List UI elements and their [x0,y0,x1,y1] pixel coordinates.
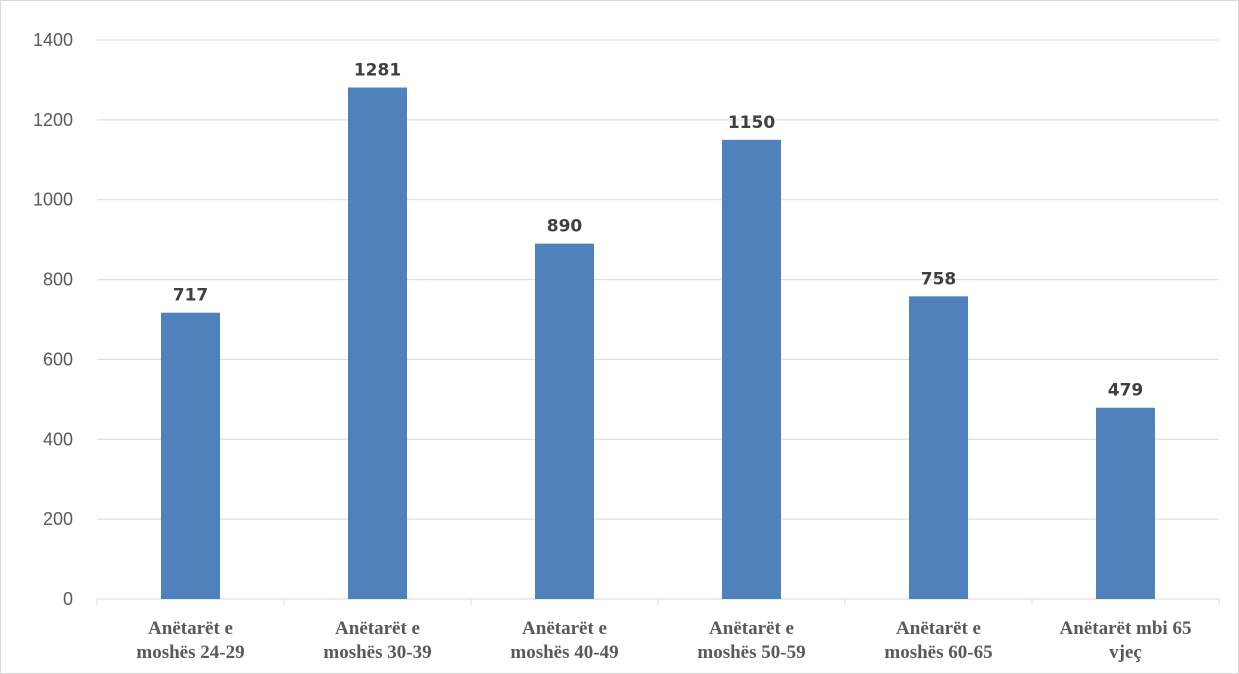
category-label: Anëtarët e [335,618,420,639]
y-tick-label: 1200 [33,110,73,130]
y-tick-label: 1000 [33,190,73,210]
data-label: 479 [1108,381,1144,401]
category-label: moshës 50-59 [697,642,805,663]
bar [722,139,781,600]
data-label: 1150 [728,113,775,133]
data-label: 758 [921,269,957,289]
category-label: moshës 60-65 [884,642,992,663]
y-tick-label: 200 [43,509,73,529]
category-label: vjeç [1109,642,1142,663]
y-tick-label: 0 [63,589,73,609]
y-tick-label: 600 [43,349,73,369]
data-label: 890 [547,217,583,237]
category-label: Anëtarët e [709,618,794,639]
bar [1096,407,1155,599]
data-label: 717 [173,286,209,306]
y-tick-label: 800 [43,270,73,290]
category-label: Anëtarët mbi 65 [1060,618,1192,639]
category-label: moshës 24-29 [136,642,244,663]
category-label: moshës 30-39 [323,642,431,663]
category-label: Anëtarët e [148,618,233,639]
data-label: 1281 [354,61,401,81]
category-label: Anëtarët e [896,618,981,639]
bar [535,243,594,599]
bar [348,87,407,599]
y-tick-label: 1400 [33,30,73,50]
category-label: moshës 40-49 [510,642,618,663]
bar [161,312,220,599]
bar [909,296,968,599]
category-label: Anëtarët e [522,618,607,639]
y-tick-label: 400 [43,429,73,449]
